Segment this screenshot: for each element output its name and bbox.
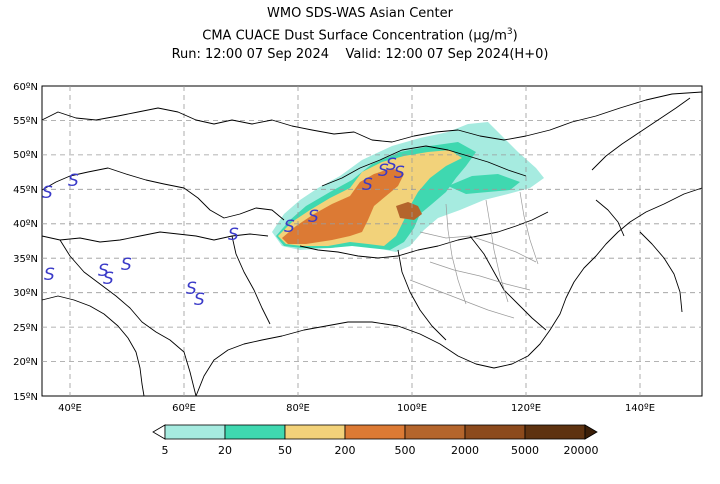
dust-storm-markers: S S S S S S S S S S S S S S S — [42, 155, 405, 310]
storm-marker: S — [308, 207, 319, 227]
storm-marker: S — [284, 217, 295, 237]
color-legend: 5 20 50 200 500 2000 5000 20000 — [152, 424, 599, 457]
legend-arrow-right — [584, 424, 598, 440]
lat-label: 45ºN — [13, 185, 38, 196]
longitude-labels: 40ºE 60ºE 80ºE 100ºE 120ºE 140ºE — [58, 403, 655, 414]
lat-label: 35ºN — [13, 254, 38, 265]
storm-marker: S — [386, 155, 397, 175]
header: WMO SDS-WAS Asian Center CMA CUACE Dust … — [0, 4, 720, 64]
legend-swatch — [164, 424, 226, 440]
lon-label: 40ºE — [58, 403, 82, 414]
storm-marker: S — [194, 290, 205, 310]
legend-tick: 20 — [218, 444, 232, 457]
province-borders — [409, 191, 539, 319]
storm-marker: S — [103, 269, 114, 289]
storm-marker: S — [378, 161, 389, 181]
legend-swatch — [344, 424, 406, 440]
lat-label: 30ºN — [13, 288, 38, 299]
legend-tick: 50 — [278, 444, 292, 457]
lon-label: 140ºE — [625, 403, 655, 414]
storm-marker: S — [186, 279, 197, 299]
legend-tick: 20000 — [564, 444, 599, 457]
dust-contour-200 — [282, 168, 404, 244]
lat-label: 55ºN — [13, 116, 38, 127]
legend-tick: 5000 — [511, 444, 539, 457]
legend-arrow-left — [152, 424, 166, 440]
storm-marker: S — [68, 171, 79, 191]
storm-marker: S — [121, 255, 132, 275]
unit-label: μg/m — [473, 28, 507, 44]
title-center: WMO SDS-WAS Asian Center — [267, 6, 453, 21]
title-run-valid: Run: 12:00 07 Sep 2024 Valid: 12:00 07 S… — [171, 47, 549, 63]
legend-swatch — [524, 424, 586, 440]
latitude-labels: 60ºN 55ºN 50ºN 45ºN 40ºN 35ºN 30ºN 25ºN … — [13, 82, 38, 403]
title-product: CMA CUACE Dust Surface Concentration (μg… — [202, 27, 518, 44]
lon-label: 120ºE — [511, 403, 541, 414]
legend-tick: 2000 — [451, 444, 479, 457]
lon-label: 100ºE — [397, 403, 427, 414]
storm-marker: S — [98, 261, 109, 281]
storm-marker: S — [42, 183, 53, 203]
legend-swatch — [284, 424, 346, 440]
lon-label: 80ºE — [286, 403, 310, 414]
storm-marker: S — [394, 163, 405, 183]
storm-marker: S — [362, 175, 373, 195]
map-frame — [41, 85, 703, 397]
storm-marker: S — [228, 225, 239, 245]
lat-label: 20ºN — [13, 357, 38, 368]
legend-swatch — [404, 424, 466, 440]
country-borders — [41, 91, 703, 397]
lat-label: 15ºN — [13, 392, 38, 403]
lat-label: 50ºN — [13, 150, 38, 161]
dust-concentration-layer — [272, 122, 544, 252]
lon-label: 60ºE — [172, 403, 196, 414]
storm-marker: S — [44, 265, 55, 285]
legend-tick: 200 — [335, 444, 356, 457]
legend-swatch — [224, 424, 286, 440]
lat-label: 60ºN — [13, 82, 38, 93]
legend-tick: 500 — [395, 444, 416, 457]
graticule — [42, 86, 702, 396]
lat-label: 40ºN — [13, 219, 38, 230]
legend-tick: 5 — [162, 444, 169, 457]
dust-contour-500 — [396, 202, 422, 220]
lat-label: 25ºN — [13, 323, 38, 334]
legend-swatch — [464, 424, 526, 440]
